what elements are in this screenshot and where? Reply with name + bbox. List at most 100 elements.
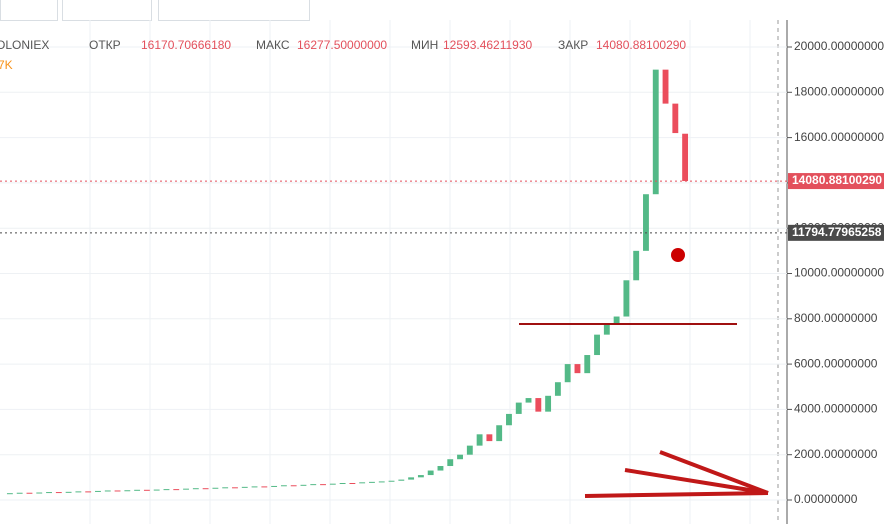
candle-body	[623, 280, 630, 317]
label: ЗАКР	[558, 38, 588, 52]
candle-body	[349, 483, 356, 485]
candle-body	[506, 413, 512, 426]
value: 16170.70666180	[141, 38, 231, 52]
value: 12593.46211930	[443, 38, 533, 52]
candle-body	[515, 402, 522, 414]
y-tick-label: 20000.00000000	[794, 39, 884, 53]
candle-body	[75, 491, 82, 493]
candle-body	[202, 488, 209, 490]
candle-body	[95, 490, 101, 492]
candle-body	[114, 490, 121, 492]
candle-body	[417, 475, 424, 478]
candle-body	[594, 334, 600, 356]
candle-body	[496, 425, 503, 442]
candle-body	[26, 492, 33, 494]
label: ОТКР	[89, 38, 121, 52]
candle-body	[437, 466, 444, 471]
y-tick-label: 0.00000000	[794, 492, 858, 506]
exchange: OLONIEX	[0, 38, 49, 52]
annotation-dot	[671, 248, 685, 262]
candle-body	[104, 490, 111, 492]
candle-body	[46, 492, 52, 494]
candle-body	[613, 316, 620, 324]
candle-body	[310, 484, 317, 486]
candle-body	[359, 482, 366, 484]
candle-body	[466, 445, 473, 455]
price-label: 11794.77965258	[792, 225, 882, 239]
candle-body	[545, 395, 552, 412]
candle-body	[633, 250, 640, 281]
toolbar-group[interactable]	[62, 0, 152, 21]
candle-body	[280, 485, 287, 487]
candle-body	[427, 470, 434, 476]
candle-body	[222, 487, 229, 489]
annotation-arrows	[584, 450, 769, 498]
candle-body	[672, 103, 679, 134]
candle-body	[388, 480, 395, 482]
candle-body	[153, 489, 160, 491]
candle-body	[251, 486, 258, 488]
indicator: 7K	[0, 58, 13, 72]
candle-body	[6, 493, 13, 495]
candle-body	[271, 485, 278, 487]
candle-body	[339, 483, 346, 485]
candle-body	[525, 398, 532, 403]
candle-body	[192, 488, 199, 490]
y-tick-label: 2000.00000000	[794, 447, 878, 461]
candle-body	[124, 490, 131, 492]
y-tick-label: 16000.00000000	[794, 130, 884, 144]
candle-body	[369, 481, 375, 483]
candle-body	[603, 323, 610, 335]
y-tick-label: 18000.00000000	[794, 84, 884, 98]
candle-body	[183, 488, 189, 490]
candle-body	[143, 489, 150, 491]
candle-body	[65, 491, 72, 493]
y-tick-label: 10000.00000000	[794, 266, 884, 280]
candle-body	[85, 491, 92, 493]
label: МИН	[411, 38, 438, 52]
value: 16277.50000000	[297, 38, 387, 52]
candle-body	[329, 483, 336, 485]
candle-body	[290, 485, 297, 487]
candle-body	[134, 489, 141, 491]
candle-body	[643, 194, 649, 251]
toolbar-group[interactable]	[158, 0, 310, 21]
value: 14080.88100290	[596, 38, 686, 52]
candle-body	[16, 492, 23, 494]
candle-body	[457, 454, 463, 460]
candle-body	[212, 487, 219, 489]
candle-body	[261, 486, 268, 488]
candle-body	[652, 69, 659, 195]
candle-body	[564, 364, 571, 383]
candle-body	[173, 489, 180, 491]
candle-body	[398, 479, 405, 481]
candle-body	[55, 492, 62, 494]
candle-body	[232, 487, 238, 489]
candle-body	[682, 133, 689, 182]
candle-body	[476, 434, 483, 446]
candle-body	[584, 355, 591, 374]
candle-body	[554, 382, 561, 396]
y-tick-label: 8000.00000000	[794, 311, 878, 325]
price-label: 14080.88100290	[792, 173, 882, 187]
candle-body	[574, 364, 581, 374]
candle-body	[36, 492, 43, 494]
price-tag	[788, 224, 884, 241]
candle-body	[662, 69, 669, 104]
candle-body	[447, 459, 454, 467]
y-tick-label: 6000.00000000	[794, 356, 878, 370]
candle-body	[486, 434, 493, 442]
toolbar-group[interactable]	[0, 0, 58, 21]
label: МАКС	[256, 38, 290, 52]
candle-body	[241, 486, 248, 488]
candle-body	[378, 481, 385, 483]
candle-body	[408, 477, 415, 480]
candle-body	[320, 484, 326, 486]
price-tag	[788, 173, 884, 190]
candle-body	[163, 489, 170, 491]
candle-body	[300, 484, 307, 486]
candle-body	[535, 398, 542, 412]
y-tick-label: 4000.00000000	[794, 402, 878, 416]
